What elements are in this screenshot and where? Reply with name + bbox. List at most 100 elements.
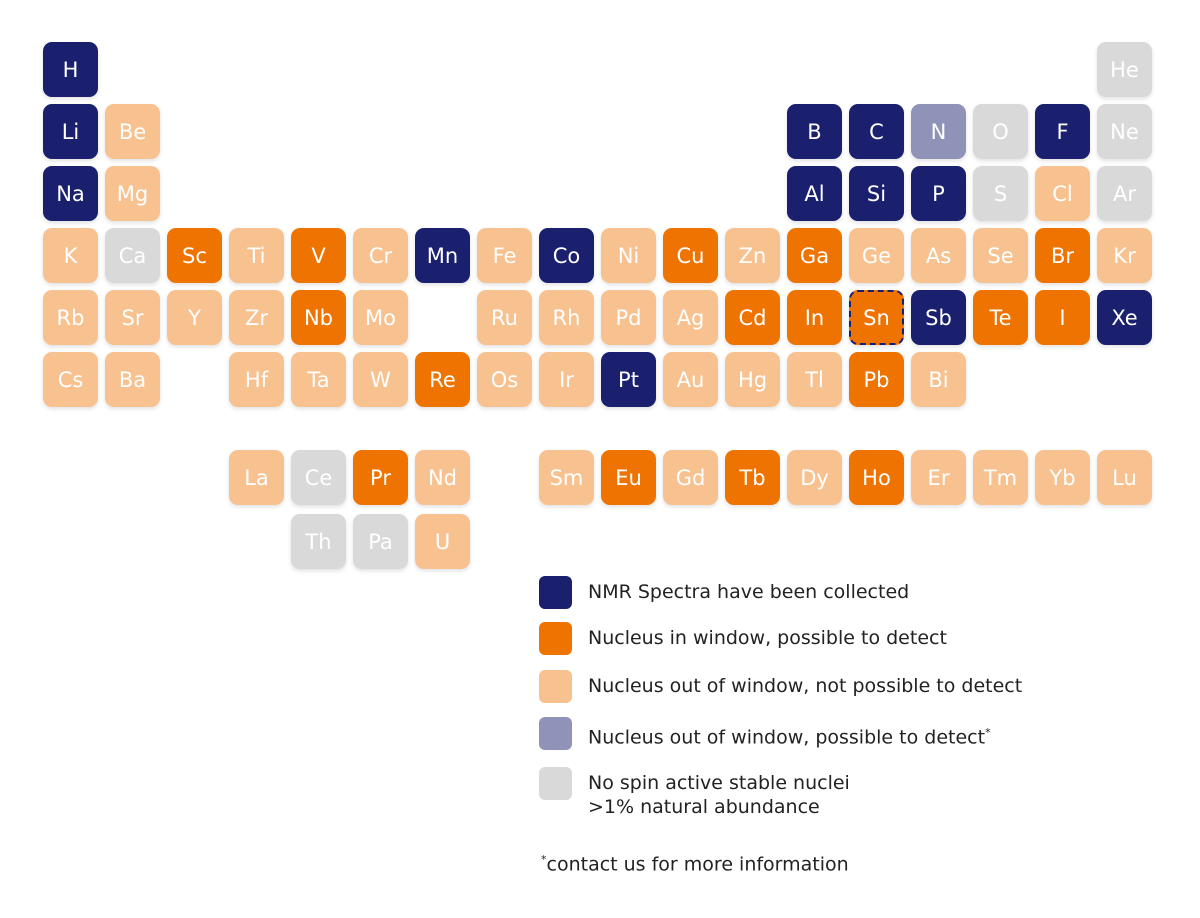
- element-cell-k: K: [43, 228, 98, 283]
- element-cell-sn: Sn: [849, 290, 904, 345]
- element-cell-er: Er: [911, 450, 966, 505]
- element-symbol: Si: [866, 181, 887, 206]
- element-symbol: Er: [927, 465, 950, 490]
- element-symbol: Nb: [303, 305, 334, 330]
- legend-swatch: [539, 670, 572, 703]
- element-symbol: Sb: [925, 305, 952, 330]
- element-cell-i: I: [1035, 290, 1090, 345]
- element-symbol: Al: [804, 181, 825, 206]
- element-symbol: V: [311, 243, 326, 268]
- legend-item-out-window-possible: Nucleus out of window, possible to detec…: [539, 717, 991, 750]
- element-symbol: Gd: [675, 465, 706, 490]
- element-cell-pr: Pr: [353, 450, 408, 505]
- element-symbol: Zn: [738, 243, 767, 268]
- element-cell-te: Te: [973, 290, 1028, 345]
- element-symbol: Zr: [244, 305, 269, 330]
- element-symbol: Kr: [1113, 243, 1136, 268]
- element-symbol: Eu: [615, 465, 642, 490]
- element-cell-ir: Ir: [539, 352, 594, 407]
- element-cell-hg: Hg: [725, 352, 780, 407]
- element-symbol: Pr: [370, 465, 391, 490]
- element-symbol: Fe: [492, 243, 517, 268]
- element-cell-sc: Sc: [167, 228, 222, 283]
- element-symbol: He: [1110, 57, 1139, 82]
- element-cell-pt: Pt: [601, 352, 656, 407]
- element-cell-s: S: [973, 166, 1028, 221]
- element-symbol: Tl: [805, 367, 824, 392]
- element-cell-w: W: [353, 352, 408, 407]
- element-cell-zn: Zn: [725, 228, 780, 283]
- element-cell-c: C: [849, 104, 904, 159]
- element-symbol: Ga: [799, 243, 830, 268]
- element-cell-sb: Sb: [911, 290, 966, 345]
- element-symbol: Ca: [118, 243, 147, 268]
- element-symbol: O: [992, 119, 1009, 144]
- element-cell-pd: Pd: [601, 290, 656, 345]
- element-symbol: Sm: [549, 465, 584, 490]
- element-symbol: Th: [305, 529, 332, 554]
- element-symbol: Ar: [1113, 181, 1136, 206]
- element-cell-tm: Tm: [973, 450, 1028, 505]
- element-cell-ag: Ag: [663, 290, 718, 345]
- element-symbol: Ba: [118, 367, 147, 392]
- element-cell-mn: Mn: [415, 228, 470, 283]
- element-symbol: C: [869, 119, 884, 144]
- legend-item-no-spin: No spin active stable nuclei >1% natural …: [539, 767, 850, 819]
- element-cell-ga: Ga: [787, 228, 842, 283]
- element-cell-nb: Nb: [291, 290, 346, 345]
- legend-label: No spin active stable nuclei >1% natural …: [588, 771, 850, 819]
- legend-item-in-window: Nucleus in window, possible to detect: [539, 622, 947, 655]
- element-symbol: H: [62, 57, 79, 82]
- element-cell-th: Th: [291, 514, 346, 569]
- legend-item-collected: NMR Spectra have been collected: [539, 576, 909, 609]
- element-cell-v: V: [291, 228, 346, 283]
- element-cell-cl: Cl: [1035, 166, 1090, 221]
- element-cell-ru: Ru: [477, 290, 532, 345]
- legend-label-text: Nucleus out of window, not possible to d…: [588, 675, 1023, 697]
- element-symbol: Lu: [1112, 465, 1137, 490]
- element-symbol: Yb: [1049, 465, 1076, 490]
- legend-label: Nucleus out of window, possible to detec…: [588, 721, 991, 749]
- element-symbol: Mn: [426, 243, 459, 268]
- element-symbol: Mo: [365, 305, 396, 330]
- element-cell-p: P: [911, 166, 966, 221]
- element-cell-bi: Bi: [911, 352, 966, 407]
- element-symbol: Y: [188, 305, 201, 330]
- footnote-text: contact us for more information: [546, 853, 849, 876]
- element-symbol: Dy: [800, 465, 829, 490]
- legend-label: Nucleus out of window, not possible to d…: [588, 674, 1022, 698]
- element-cell-b: B: [787, 104, 842, 159]
- element-symbol: Cu: [676, 243, 705, 268]
- element-cell-cd: Cd: [725, 290, 780, 345]
- element-cell-la: La: [229, 450, 284, 505]
- element-cell-na: Na: [43, 166, 98, 221]
- element-cell-rb: Rb: [43, 290, 98, 345]
- element-cell-n: N: [911, 104, 966, 159]
- element-cell-se: Se: [973, 228, 1028, 283]
- element-cell-mg: Mg: [105, 166, 160, 221]
- element-cell-u: U: [415, 514, 470, 569]
- element-symbol: Sn: [863, 305, 890, 330]
- element-cell-tb: Tb: [725, 450, 780, 505]
- element-cell-ca: Ca: [105, 228, 160, 283]
- element-symbol: Ti: [247, 243, 266, 268]
- element-cell-ni: Ni: [601, 228, 656, 283]
- element-symbol: As: [925, 243, 952, 268]
- element-symbol: Hf: [244, 367, 269, 392]
- element-symbol: S: [993, 181, 1008, 206]
- element-symbol: Xe: [1111, 305, 1138, 330]
- element-symbol: Ho: [862, 465, 891, 490]
- element-cell-gd: Gd: [663, 450, 718, 505]
- element-symbol: Nd: [427, 465, 458, 490]
- element-cell-ta: Ta: [291, 352, 346, 407]
- element-cell-eu: Eu: [601, 450, 656, 505]
- legend-label-line2: >1% natural abundance: [588, 796, 820, 818]
- element-cell-xe: Xe: [1097, 290, 1152, 345]
- element-symbol: Rh: [552, 305, 581, 330]
- element-cell-cr: Cr: [353, 228, 408, 283]
- element-cell-pb: Pb: [849, 352, 904, 407]
- element-symbol: K: [63, 243, 78, 268]
- legend-label: Nucleus in window, possible to detect: [588, 626, 947, 650]
- legend-footnote-mark: *: [985, 726, 991, 739]
- element-symbol: Bi: [928, 367, 949, 392]
